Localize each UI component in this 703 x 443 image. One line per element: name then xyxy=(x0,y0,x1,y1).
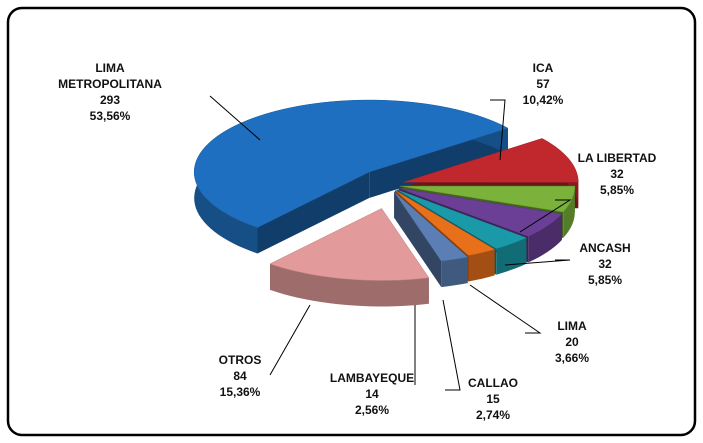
label-line: LIMA METROPOLITANA xyxy=(58,61,162,91)
pie-slice xyxy=(396,189,528,249)
label-line: ANCASH xyxy=(579,241,631,255)
data-label: LA LIBERTAD 32 5,85% xyxy=(578,150,657,198)
leader-line xyxy=(209,95,261,141)
label-line: 32 xyxy=(610,167,624,181)
label-line: 5,85% xyxy=(587,273,623,287)
pie-side xyxy=(528,214,562,263)
pie-wall xyxy=(369,128,508,199)
leader-line xyxy=(442,299,461,391)
pie-slice xyxy=(393,191,469,262)
pie-side xyxy=(468,249,495,282)
label-line: 10,42% xyxy=(522,93,564,107)
data-label: LIMA METROPOLITANA 293 53,56% xyxy=(55,60,165,124)
leader-line xyxy=(269,304,311,376)
pie-wall xyxy=(394,191,442,288)
label-line: 53,56% xyxy=(89,109,131,123)
label-line: 293 xyxy=(99,93,121,107)
label-line: 14 xyxy=(365,387,379,401)
leader-line xyxy=(469,284,542,334)
pie-wall xyxy=(257,172,370,254)
pie-slice xyxy=(269,208,430,281)
label-line: LA LIBERTAD xyxy=(577,151,657,165)
label-line: 2,56% xyxy=(354,403,390,417)
pie-side xyxy=(496,237,527,275)
data-label: OTROS 84 15,36% xyxy=(219,352,262,400)
leader-line xyxy=(519,199,572,233)
label-line: 15 xyxy=(486,392,500,406)
data-label: LAMBAYEQUE 14 2,56% xyxy=(330,370,414,418)
data-label: ICA 57 10,42% xyxy=(523,60,564,108)
pie-side xyxy=(270,263,429,307)
label-line: OTROS xyxy=(218,353,262,367)
frame xyxy=(6,6,697,437)
label-line: 57 xyxy=(536,77,550,91)
data-label: LIMA 20 3,66% xyxy=(555,318,589,366)
label-line: 2,74% xyxy=(475,408,511,422)
leader-line xyxy=(490,99,506,161)
label-line: 5,85% xyxy=(599,183,635,197)
pie-slice xyxy=(193,99,509,228)
label-line: LAMBAYEQUE xyxy=(329,371,415,385)
pie-slice xyxy=(399,185,576,213)
label-line: 20 xyxy=(565,335,579,349)
pie-slice xyxy=(394,189,496,256)
pie-slice xyxy=(398,187,563,237)
label-line: 3,66% xyxy=(554,351,590,365)
leader-line xyxy=(504,259,571,266)
label-line: 15,36% xyxy=(219,385,261,399)
data-label: CALLAO 15 2,74% xyxy=(468,375,518,423)
label-line: ICA xyxy=(532,61,554,75)
label-line: CALLAO xyxy=(468,376,518,390)
pie-side xyxy=(563,186,575,238)
pie-slice xyxy=(403,138,579,183)
label-line: 84 xyxy=(233,369,247,383)
data-label: ANCASH 32 5,85% xyxy=(579,240,630,288)
label-line: 32 xyxy=(598,257,612,271)
pie-side xyxy=(441,257,468,288)
label-line: LIMA xyxy=(557,319,587,333)
